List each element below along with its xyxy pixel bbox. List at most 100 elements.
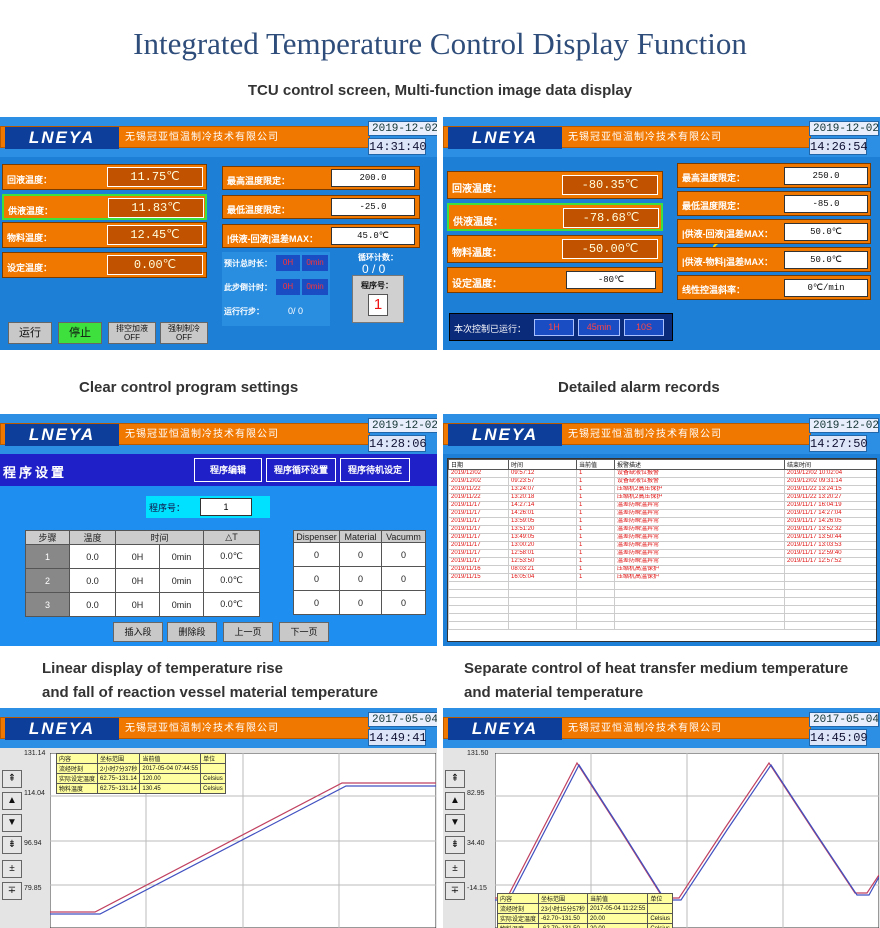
up-fast-icon[interactable]: ⇞ xyxy=(445,770,465,788)
zoom-in-icon[interactable]: ± xyxy=(2,860,22,878)
step-dispenser[interactable]: 0 xyxy=(293,590,340,615)
down-icon[interactable]: ▼ xyxy=(445,814,465,832)
alarm-cell-empty xyxy=(576,621,615,630)
alarm-cell-empty xyxy=(784,589,876,598)
time-display: 14:28:06 xyxy=(368,435,427,452)
step-temp[interactable]: 0.0 xyxy=(69,592,116,617)
run-button[interactable]: 运行 xyxy=(8,322,52,344)
alarm-row[interactable]: 2019/12/02 09:23:57 1 设备缺液位报警 2019/12/02 09:… xyxy=(448,477,876,486)
alarm-row[interactable]: 2019/11/17 13:00:20 1 温差防瞬温异常 2019/11/17 13:… xyxy=(448,541,876,550)
limit-value[interactable]: 50.0℃ xyxy=(784,251,868,269)
step-number: 3 xyxy=(25,592,70,617)
limit-value[interactable]: -25.0 xyxy=(331,198,415,216)
limit-value[interactable]: 45.0℃ xyxy=(331,227,415,245)
drain-fill-button[interactable]: 排空加液 OFF xyxy=(108,322,156,344)
alarm-row[interactable]: 2019/11/17 12:58:01 1 温差防瞬温异常 2019/11/17 12:… xyxy=(448,549,876,558)
prev-page-button[interactable]: 上一页 xyxy=(223,622,273,642)
set-temp-value[interactable]: -80℃ xyxy=(566,271,656,289)
alarm-row[interactable]: 2019/11/17 13:51:20 1 温差防瞬温异常 2019/11/17 13:… xyxy=(448,525,876,534)
alarm-row[interactable]: 2019/11/17 12:53:50 1 温差防瞬温异常 2019/11/17 12:… xyxy=(448,557,876,566)
temp-label: 供液温度： xyxy=(8,206,54,216)
program-step-row: 1 0.0 0H 0min 0.0℃ xyxy=(25,544,260,569)
step-dispenser[interactable]: 0 xyxy=(293,542,340,567)
step-dt[interactable]: 0.0℃ xyxy=(203,544,260,569)
down-fast-icon[interactable]: ⇟ xyxy=(445,836,465,854)
col-time: 时间 xyxy=(115,530,204,545)
step-material[interactable]: 0 xyxy=(339,590,382,615)
alarm-cell-empty xyxy=(614,621,785,630)
step-dispenser[interactable]: 0 xyxy=(293,566,340,591)
limit-value[interactable]: -85.0 xyxy=(784,195,868,213)
alarm-cell-empty xyxy=(508,581,577,590)
alarm-cell-empty xyxy=(508,589,577,598)
legend-row: 流经时刻 23小时15分57秒 2017-05-04 11:22:55 xyxy=(496,903,674,914)
step-hours[interactable]: 0H xyxy=(115,568,160,593)
step-material[interactable]: 0 xyxy=(339,566,382,591)
limit-value[interactable]: 50.0℃ xyxy=(784,223,868,241)
down-icon[interactable]: ▼ xyxy=(2,814,22,832)
alarm-row[interactable]: 2019/11/17 13:59:05 1 温差防瞬温异常 2019/11/17 14:… xyxy=(448,517,876,526)
col-dispenser: Dispenser xyxy=(293,530,340,543)
stop-button[interactable]: 停止 xyxy=(58,322,102,344)
step-material[interactable]: 0 xyxy=(339,542,382,567)
alarm-row[interactable]: 2019/11/17 14:26:01 1 温差防瞬温异常 2019/11/17 14:… xyxy=(448,509,876,518)
next-page-button[interactable]: 下一页 xyxy=(279,622,329,642)
delete-step-button[interactable]: 删除段 xyxy=(167,622,217,642)
step-minutes[interactable]: 0min xyxy=(159,568,204,593)
zoom-in-icon[interactable]: ± xyxy=(445,860,465,878)
step-minutes[interactable]: 0min xyxy=(159,544,204,569)
step-temp[interactable]: 0.0 xyxy=(69,544,116,569)
program-steps-table: 步骤 温度 时间 △T 1 0.0 0H 0min 0.0℃ 2 0.0 0H 0min 0.0℃… xyxy=(25,530,260,617)
alarm-cell: 温差防瞬温异常 xyxy=(614,525,785,534)
step-vacuum[interactable]: 0 xyxy=(381,590,426,615)
y-tick-label: 114.04 xyxy=(24,790,45,797)
alarm-row[interactable]: 2019/11/17 13:49:05 1 温差防瞬温异常 2019/11/17 13:… xyxy=(448,533,876,542)
page-title: Integrated Temperature Control Display F… xyxy=(133,26,747,61)
alarm-row[interactable]: 2019/11/15 16:05:04 1 压缩机高温保护 xyxy=(448,573,876,582)
time-display: 14:31:40 xyxy=(368,138,427,155)
alarm-row[interactable]: 2019/11/22 13:20:18 1 压缩机2高压保护 2019/11/22 13… xyxy=(448,493,876,502)
alarm-col-header: 结束时间 xyxy=(784,459,876,470)
temp-label: 回液温度： xyxy=(452,184,502,195)
legend-cell: 62.75~131.14 xyxy=(97,773,141,784)
step-hours[interactable]: 0H xyxy=(115,544,160,569)
limit-value[interactable]: 250.0 xyxy=(784,167,868,185)
up-icon[interactable]: ▲ xyxy=(445,792,465,810)
caption-program: Clear control program settings xyxy=(79,379,299,396)
alarm-cell-empty xyxy=(508,613,577,622)
program-value[interactable]: 1 xyxy=(368,294,388,316)
limit-value[interactable]: 200.0 xyxy=(331,169,415,187)
tab-program-edit[interactable]: 程序编辑 xyxy=(194,458,262,482)
trend-plot[interactable] xyxy=(495,753,879,928)
step-dt[interactable]: 0.0℃ xyxy=(203,568,260,593)
insert-step-button[interactable]: 插入段 xyxy=(113,622,163,642)
step-vacuum[interactable]: 0 xyxy=(381,566,426,591)
alarm-cell: 2019/11/17 12:57:52 xyxy=(784,557,876,566)
step-number: 1 xyxy=(25,544,70,569)
down-fast-icon[interactable]: ⇟ xyxy=(2,836,22,854)
step-vacuum[interactable]: 0 xyxy=(381,542,426,567)
tab-program-cycle[interactable]: 程序循环设置 xyxy=(266,458,336,482)
alarm-cell-empty xyxy=(508,597,577,606)
zoom-out-icon[interactable]: ∓ xyxy=(2,882,22,900)
alarm-table-frame[interactable]: 日期 时间 当前值 报警描述 结束时间 2019/12/02 09:57:12 1 设备缺液位… xyxy=(447,458,877,642)
step-temp[interactable]: 0.0 xyxy=(69,568,116,593)
alarm-row[interactable]: 2019/12/02 09:57:12 1 设备缺液位报警 2019/12/02 10:… xyxy=(448,469,876,478)
step-hours[interactable]: 0H xyxy=(115,592,160,617)
alarm-row[interactable]: 2019/11/16 08:03:21 1 压缩机高温保护 xyxy=(448,565,876,574)
alarm-cell-empty xyxy=(784,613,876,622)
tab-program-standby[interactable]: 程序待机设定 xyxy=(340,458,410,482)
alarm-row[interactable]: 2019/11/22 13:24:07 1 压缩机2高压保护 2019/11/22 13… xyxy=(448,485,876,494)
force-cool-button[interactable]: 强制制冷 OFF xyxy=(160,322,208,344)
alarm-cell-empty xyxy=(784,597,876,606)
step-minutes[interactable]: 0min xyxy=(159,592,204,617)
program-number-input[interactable]: 1 xyxy=(200,498,252,516)
limit-value[interactable]: 0℃/min xyxy=(784,279,868,297)
run-seconds: 10S xyxy=(624,319,664,336)
zoom-out-icon[interactable]: ∓ xyxy=(445,882,465,900)
step-dt[interactable]: 0.0℃ xyxy=(203,592,260,617)
alarm-row[interactable]: 2019/11/17 14:27:14 1 温差防瞬温异常 2019/11/17 16:… xyxy=(448,501,876,510)
up-icon[interactable]: ▲ xyxy=(2,792,22,810)
up-fast-icon[interactable]: ⇞ xyxy=(2,770,22,788)
